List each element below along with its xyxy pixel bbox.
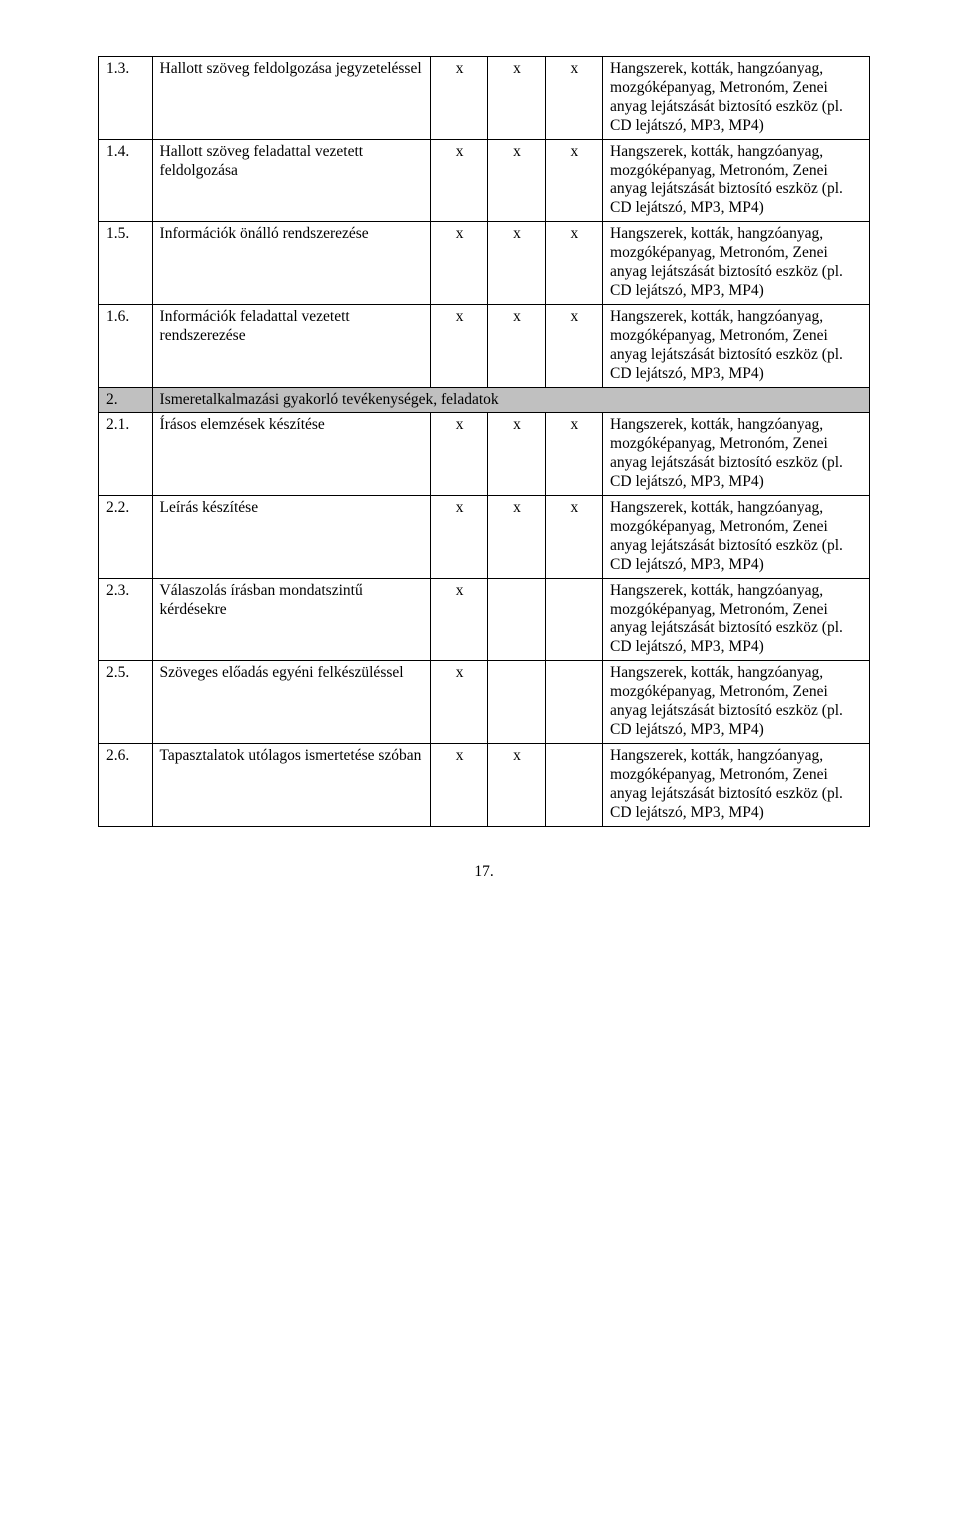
table-row: 2.1. Írásos elemzések készítése x x x Ha… [99,413,870,496]
mark-cell [545,661,602,744]
mark-cell: x [430,57,487,140]
equipment-cell: Hangszerek, kották, hangzóanyag, mozgóké… [603,496,870,579]
mark-cell: x [545,139,602,222]
row-description: Hallott szöveg feladattal vezetett feldo… [152,139,430,222]
equipment-cell: Hangszerek, kották, hangzóanyag, mozgóké… [603,222,870,305]
table-row: 2.6. Tapasztalatok utólagos ismertetése … [99,743,870,826]
mark-cell: x [430,139,487,222]
row-number: 2.6. [99,743,153,826]
row-description: Szöveges előadás egyéni felkészüléssel [152,661,430,744]
mark-cell: x [488,222,545,305]
equipment-cell: Hangszerek, kották, hangzóanyag, mozgóké… [603,743,870,826]
equipment-cell: Hangszerek, kották, hangzóanyag, mozgóké… [603,57,870,140]
table-row: 1.4. Hallott szöveg feladattal vezetett … [99,139,870,222]
table-row: 1.5. Információk önálló rendszerezése x … [99,222,870,305]
row-number: 1.4. [99,139,153,222]
table-row: 2.5. Szöveges előadás egyéni felkészülés… [99,661,870,744]
table-row: 2.3. Válaszolás írásban mondatszintű kér… [99,578,870,661]
table-row: 2.2. Leírás készítése x x x Hangszerek, … [99,496,870,579]
row-number: 2. [99,387,153,413]
mark-cell [488,661,545,744]
row-number: 1.5. [99,222,153,305]
row-number: 1.3. [99,57,153,140]
mark-cell: x [430,743,487,826]
mark-cell [545,578,602,661]
row-number: 2.1. [99,413,153,496]
row-description: Információk feladattal vezetett rendszer… [152,304,430,387]
mark-cell: x [545,413,602,496]
mark-cell: x [430,413,487,496]
mark-cell: x [545,496,602,579]
mark-cell [488,578,545,661]
row-number: 2.3. [99,578,153,661]
mark-cell: x [488,139,545,222]
equipment-cell: Hangszerek, kották, hangzóanyag, mozgóké… [603,578,870,661]
mark-cell: x [545,222,602,305]
page-number: 17. [98,863,870,881]
mark-cell: x [430,496,487,579]
equipment-cell: Hangszerek, kották, hangzóanyag, mozgóké… [603,661,870,744]
row-number: 1.6. [99,304,153,387]
mark-cell: x [545,304,602,387]
row-description: Leírás készítése [152,496,430,579]
equipment-cell: Hangszerek, kották, hangzóanyag, mozgóké… [603,413,870,496]
row-description: Információk önálló rendszerezése [152,222,430,305]
mark-cell: x [430,578,487,661]
mark-cell: x [488,304,545,387]
row-number: 2.2. [99,496,153,579]
mark-cell [545,743,602,826]
row-description: Hallott szöveg feldolgozása jegyzeteléss… [152,57,430,140]
equipment-cell: Hangszerek, kották, hangzóanyag, mozgóké… [603,304,870,387]
content-table: 1.3. Hallott szöveg feldolgozása jegyzet… [98,56,870,827]
section-row: 2. Ismeretalkalmazási gyakorló tevékenys… [99,387,870,413]
section-title: Ismeretalkalmazási gyakorló tevékenysége… [152,387,869,413]
mark-cell: x [488,413,545,496]
table-row: 1.6. Információk feladattal vezetett ren… [99,304,870,387]
row-description: Írásos elemzések készítése [152,413,430,496]
mark-cell: x [430,661,487,744]
mark-cell: x [430,304,487,387]
mark-cell: x [488,743,545,826]
row-number: 2.5. [99,661,153,744]
row-description: Tapasztalatok utólagos ismertetése szóba… [152,743,430,826]
row-description: Válaszolás írásban mondatszintű kérdések… [152,578,430,661]
equipment-cell: Hangszerek, kották, hangzóanyag, mozgóké… [603,139,870,222]
mark-cell: x [488,496,545,579]
table-row: 1.3. Hallott szöveg feldolgozása jegyzet… [99,57,870,140]
mark-cell: x [545,57,602,140]
mark-cell: x [430,222,487,305]
mark-cell: x [488,57,545,140]
